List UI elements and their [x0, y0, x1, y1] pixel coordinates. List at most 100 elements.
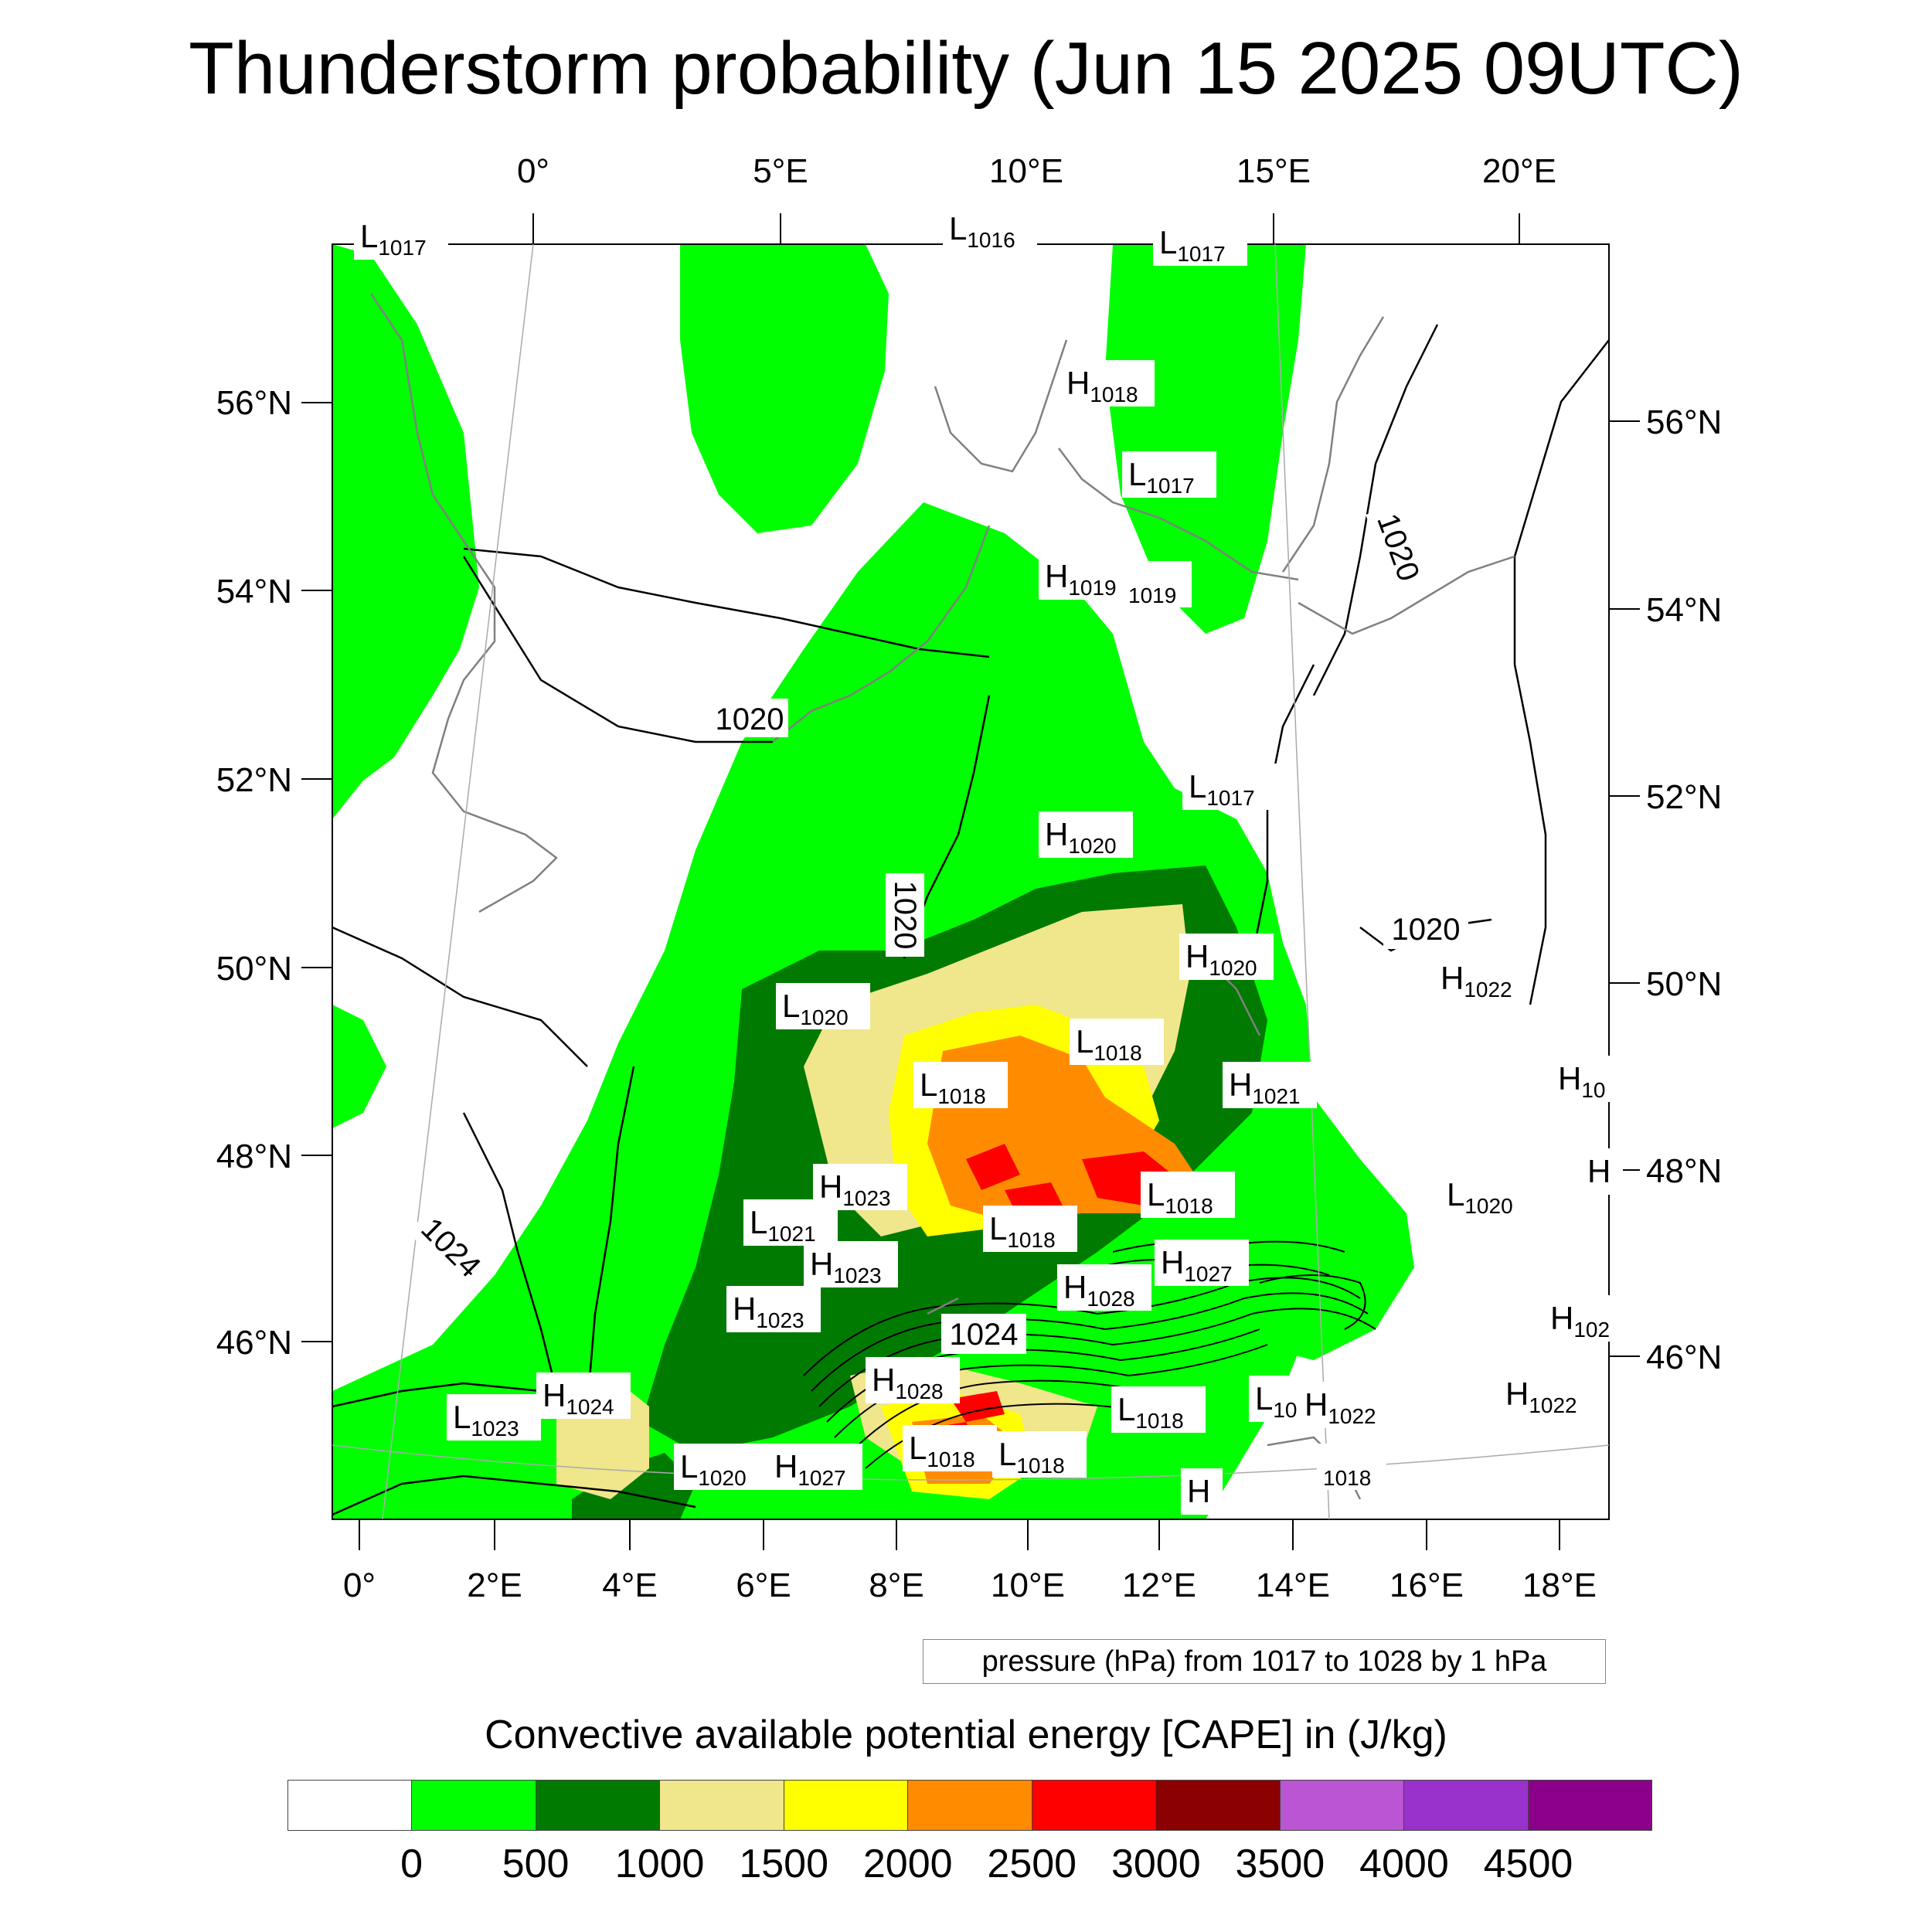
top-tick-label: 20°E — [1482, 152, 1556, 190]
svg-text:L1018: L1018 — [909, 1430, 975, 1471]
pressure-center-letter: H — [819, 1168, 842, 1205]
pressure-center-letter: H — [733, 1291, 756, 1327]
colorbar-bin — [660, 1781, 784, 1830]
bottom-tick-label: 2°E — [467, 1566, 522, 1604]
pressure-center-letter: L — [909, 1430, 927, 1466]
colorbar-bin — [536, 1781, 661, 1830]
colorbar-bin — [1032, 1781, 1157, 1830]
pressure-center-label: H1022 — [1434, 955, 1529, 1002]
pressure-center-value: 1024 — [566, 1395, 614, 1419]
pressure-center-letter: L — [1189, 768, 1206, 804]
svg-text:H1023: H1023 — [810, 1246, 882, 1287]
pressure-center-value: 1016 — [967, 228, 1015, 252]
contour-note: pressure (hPa) from 1017 to 1028 by 1 hP… — [923, 1639, 1606, 1684]
pressure-center-value: 10 — [1273, 1398, 1297, 1422]
isobar-labels: 1020 1020 1020 1020 1024 1024 — [407, 502, 1468, 1354]
top-axis-labels: 0° 5°E 10°E 15°E 20°E — [517, 152, 1556, 190]
pressure-center-label: H102 — [1544, 1295, 1625, 1342]
right-tick-label: 54°N — [1646, 591, 1722, 629]
colorbar-bin — [784, 1781, 909, 1830]
pressure-center-letter: H — [872, 1362, 895, 1398]
pressure-center-value: 1020 — [1464, 1194, 1512, 1218]
pressure-center-label: L1018 — [1141, 1172, 1235, 1218]
pressure-center-letter: H — [1440, 960, 1464, 996]
pressure-center-letter: L — [782, 988, 800, 1024]
colorbar-bin — [908, 1781, 1032, 1830]
pressure-center-label: H — [1581, 1148, 1623, 1195]
bottom-tick-label: 14°E — [1256, 1566, 1330, 1604]
pressure-center-label: H1023 — [726, 1286, 821, 1332]
pressure-center-label: H1022 — [1298, 1382, 1393, 1428]
pressure-center-value: 1020 — [1209, 956, 1257, 980]
pressure-center-value: 1028 — [1087, 1287, 1134, 1311]
svg-text:L1020: L1020 — [782, 988, 849, 1029]
pressure-center-letter: L — [680, 1448, 698, 1485]
colorbar-bin — [412, 1781, 536, 1830]
isobar-label: 1020 — [1392, 913, 1461, 947]
pressure-center-value: 1019 — [1068, 576, 1116, 600]
top-tick-label: 10°E — [989, 152, 1063, 190]
pressure-center-value: 1018 — [927, 1447, 975, 1471]
pressure-center-letter: L — [989, 1210, 1007, 1247]
right-tick-label: 50°N — [1646, 965, 1722, 1003]
pressure-center-label: L1018 — [992, 1431, 1087, 1478]
pressure-center-value: 1020 — [1068, 834, 1116, 858]
svg-text:H10: H10 — [1558, 1060, 1606, 1102]
colorbar-tick-label: 1500 — [739, 1842, 829, 1886]
pressure-center-label: L1018 — [1070, 1019, 1164, 1065]
svg-text:L1018: L1018 — [989, 1210, 1056, 1252]
svg-text:L1018: L1018 — [920, 1066, 986, 1108]
pressure-center-letter: L — [360, 218, 378, 254]
pressure-center-label: L1018 — [983, 1206, 1077, 1252]
colorbar-tick-label: 3000 — [1111, 1842, 1201, 1886]
svg-text:H1020: H1020 — [1185, 938, 1257, 980]
colorbar-tick-label: 4000 — [1359, 1842, 1449, 1886]
colorbar-bin — [288, 1781, 413, 1830]
pressure-center-letter: H — [1550, 1300, 1573, 1336]
pressure-center-letter: H — [1063, 1269, 1087, 1305]
bottom-tick-label: 18°E — [1522, 1566, 1597, 1604]
right-tick-label: 46°N — [1646, 1338, 1722, 1376]
pressure-center-label: H1027 — [1155, 1240, 1249, 1286]
svg-text:1019: 1019 — [1128, 583, 1176, 607]
pressure-center-letter: H — [810, 1246, 833, 1282]
pressure-center-letter: H — [1229, 1066, 1252, 1103]
colorbar-bin — [1156, 1781, 1281, 1830]
colorbar-tick-label: 2000 — [862, 1842, 953, 1886]
svg-text:H: H — [1187, 1473, 1210, 1509]
svg-text:L1017: L1017 — [360, 218, 427, 260]
pressure-center-value: 1018 — [1094, 1041, 1141, 1065]
svg-text:H1022: H1022 — [1505, 1376, 1577, 1417]
pressure-center-label: H1027 — [768, 1444, 862, 1490]
left-tick-label: 48°N — [216, 1138, 292, 1175]
svg-text:L1020: L1020 — [680, 1448, 747, 1490]
pressure-center-letter: H — [1587, 1153, 1611, 1189]
svg-text:L1017: L1017 — [1128, 456, 1195, 498]
svg-text:H: H — [1587, 1153, 1611, 1189]
pressure-center-value: 1018 — [1323, 1466, 1371, 1490]
pressure-center-value: 1023 — [756, 1308, 804, 1332]
svg-text:L1018: L1018 — [1147, 1176, 1213, 1218]
pressure-center-label: H1023 — [804, 1241, 898, 1287]
svg-text:H1028: H1028 — [1063, 1269, 1135, 1311]
bottom-tick-label: 4°E — [602, 1566, 657, 1604]
svg-text:H1022: H1022 — [1304, 1386, 1376, 1428]
colorbar-tick-label: 2500 — [987, 1842, 1077, 1886]
pressure-center-letter: H — [1304, 1386, 1328, 1423]
colorbar-bin — [1404, 1781, 1529, 1830]
colorbar-tick-label: 500 — [502, 1842, 570, 1886]
pressure-center-value: 1027 — [1184, 1262, 1232, 1286]
pressure-center-letter: H — [543, 1377, 566, 1413]
pressure-center-label: H1022 — [1499, 1371, 1594, 1417]
right-tick-label: 56°N — [1646, 403, 1722, 441]
pressure-center-letter: H — [1066, 365, 1090, 401]
svg-text:L1017: L1017 — [1189, 768, 1255, 810]
pressure-center-value: 1021 — [1252, 1084, 1300, 1108]
colorbar-title: Convective available potential energy [C… — [485, 1713, 1447, 1757]
bottom-tick-label: 12°E — [1122, 1566, 1196, 1604]
right-tick-label: 48°N — [1646, 1152, 1722, 1190]
pressure-center-letter: L — [949, 210, 967, 247]
svg-text:L1016: L1016 — [949, 210, 1015, 252]
